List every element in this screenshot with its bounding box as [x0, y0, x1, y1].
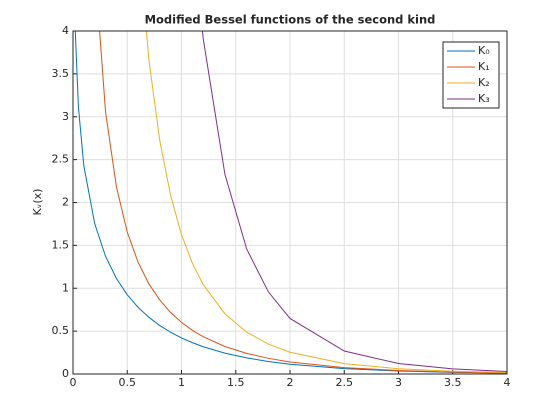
data-line [74, 31, 507, 374]
y-tick-label: 4 [62, 24, 69, 37]
x-tick-label: 1 [178, 376, 185, 389]
y-tick-label: 3 [62, 110, 69, 123]
y-tick-label: 1.5 [52, 238, 70, 251]
x-tick-label: 1.5 [227, 376, 245, 389]
y-axis-label: Kᵥ(x) [31, 189, 44, 216]
y-tick-label: 2 [62, 196, 69, 209]
x-tick-label: 3 [395, 376, 402, 389]
x-tick-label: 0.5 [119, 376, 137, 389]
y-tick-label: 0 [62, 367, 69, 380]
y-tick-label: 1 [62, 281, 69, 294]
legend-box [442, 41, 500, 109]
x-tick-label: 2 [287, 376, 294, 389]
legend-label: K₁ [478, 60, 490, 73]
y-tick-label: 0.5 [52, 324, 70, 337]
y-tick-label: 2.5 [52, 153, 70, 166]
data-line [99, 31, 507, 374]
x-tick-label: 0 [70, 376, 77, 389]
y-tick-label: 3.5 [52, 67, 70, 80]
x-tick-label: 4 [504, 376, 511, 389]
x-tick-label: 3.5 [444, 376, 462, 389]
legend-label: K₀ [478, 44, 490, 57]
plot-lines [74, 31, 507, 376]
data-line [145, 31, 507, 374]
legend-label: K₂ [478, 76, 490, 89]
axes-box [72, 30, 508, 375]
chart-title: Modified Bessel functions of the second … [145, 13, 436, 27]
x-tick-label: 2.5 [336, 376, 354, 389]
legend-label: K₃ [478, 92, 490, 105]
